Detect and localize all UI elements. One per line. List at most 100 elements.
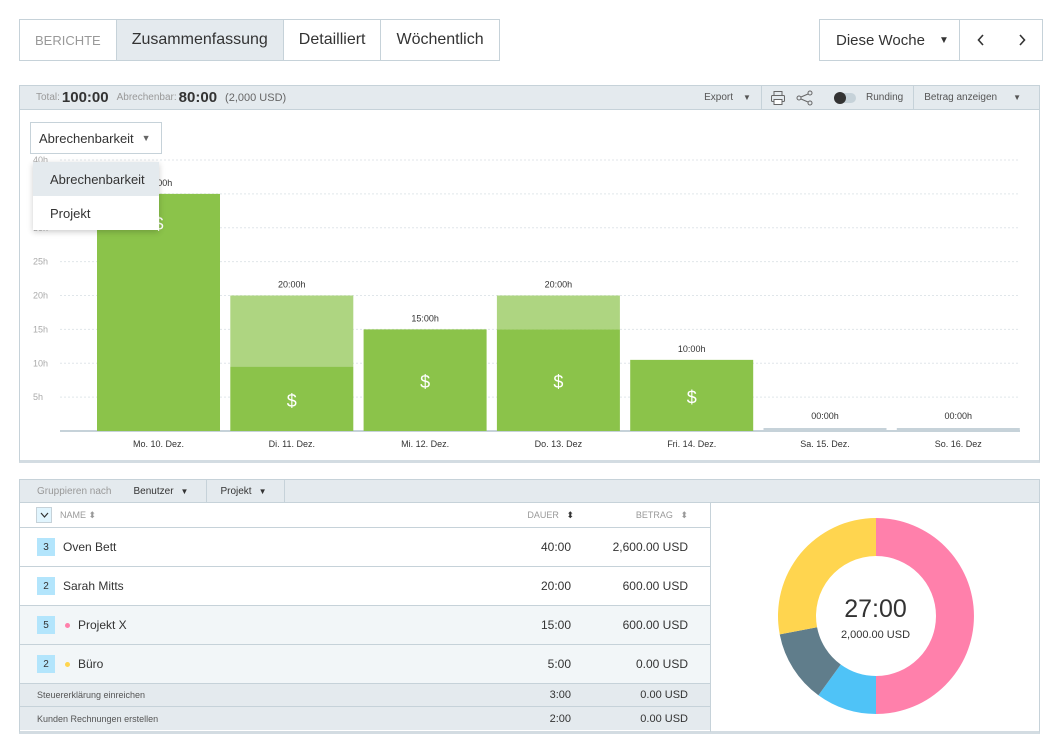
table-subrow[interactable]: Kunden Rechnungen erstellen 2:00 0.00 US… xyxy=(20,707,710,730)
row-count-badge: 5 xyxy=(37,616,55,634)
y-tick-label: 40h xyxy=(33,155,48,165)
table-row[interactable]: 3 Oven Bett 40:00 2,600.00 USD xyxy=(20,528,710,567)
bar-empty xyxy=(896,428,1020,431)
printer-icon xyxy=(770,90,785,105)
billable-amount: (2,000 USD) xyxy=(225,91,287,104)
daily-bar-chart: 5h10h15h20h25h30h35h40h$35:00hMo. 10. De… xyxy=(33,155,1020,449)
menu-item-billability[interactable]: Abrechenbarkeit xyxy=(33,162,159,196)
table-header: NAME ⬍ DAUER ⬍ BETRAG ⬍ xyxy=(20,503,710,528)
groupby-bar: Gruppieren nach Benutzer ▼ Projekt ▼ xyxy=(20,480,1039,503)
dollar-icon: $ xyxy=(687,387,697,407)
groupby-project-label: Projekt xyxy=(220,485,252,497)
expand-all-button[interactable] xyxy=(36,507,52,523)
y-tick-label: 25h xyxy=(33,257,48,267)
table-row[interactable]: 2 Büro 5:00 0.00 USD xyxy=(20,645,710,684)
row-count-badge: 2 xyxy=(37,655,55,673)
table-row[interactable]: 5 Projekt X 15:00 600.00 USD xyxy=(20,606,710,645)
row-name: Projekt X xyxy=(78,618,127,632)
chart-grouping-menu: Abrechenbarkeit Projekt xyxy=(33,162,159,230)
caret-down-icon: ▼ xyxy=(141,133,151,143)
bar-data-label: 10:00h xyxy=(678,344,706,354)
donut-slice xyxy=(778,518,876,635)
donut-slice xyxy=(779,627,841,696)
donut-chart-area: 27:00 2,000.00 USD xyxy=(710,503,1039,732)
tab-weekly[interactable]: Wöchentlich xyxy=(396,31,484,48)
row-name: Sarah Mitts xyxy=(63,579,124,593)
share-button[interactable] xyxy=(792,86,824,109)
toggle-switch[interactable] xyxy=(833,91,856,104)
donut-center-time: 27:00 xyxy=(844,595,907,623)
col-name-header[interactable]: NAME ⬍ xyxy=(60,509,97,520)
tab-detailed[interactable]: Detailliert xyxy=(284,20,382,60)
caret-down-icon: ▼ xyxy=(180,486,189,496)
y-tick-label: 15h xyxy=(33,324,48,334)
bar-data-label: 20:00h xyxy=(278,280,306,290)
donut-center-amount: 2,000.00 USD xyxy=(840,629,911,641)
groupby-user-dropdown[interactable]: Benutzer ▼ xyxy=(134,480,208,502)
bar-billable xyxy=(363,329,487,431)
row-amount: 600.00 USD xyxy=(622,579,688,593)
groupby-label: Gruppieren nach xyxy=(37,485,112,497)
bar-non-billable xyxy=(230,295,354,367)
dollar-icon: $ xyxy=(287,391,297,411)
show-amount-dropdown[interactable]: Betrag anzeigen ▼ xyxy=(913,86,1039,109)
tab-summary[interactable]: Zusammenfassung xyxy=(116,20,284,60)
donut-chart xyxy=(778,518,974,714)
row-duration: 20:00 xyxy=(540,579,571,593)
chart-grouping-dropdown[interactable]: Abrechenbarkeit ▼ xyxy=(30,122,162,154)
row-duration: 15:00 xyxy=(540,618,571,632)
share-icon xyxy=(796,90,813,105)
bar-data-label: 20:00h xyxy=(545,280,573,290)
export-button[interactable]: Export ▼ xyxy=(694,86,761,109)
row-count-badge: 2 xyxy=(37,577,55,595)
col-duration-header[interactable]: DAUER ⬍ xyxy=(527,509,574,520)
print-button[interactable] xyxy=(760,86,792,109)
row-count-badge: 3 xyxy=(37,538,55,556)
summary-table: NAME ⬍ DAUER ⬍ BETRAG ⬍ 3 Oven Bett 40:0… xyxy=(20,503,710,730)
caret-down-icon: ▼ xyxy=(938,34,949,46)
row-amount: 2,600.00 USD xyxy=(612,540,688,554)
x-tick-label: So. 16. Dez xyxy=(935,439,983,449)
subrow-duration: 2:00 xyxy=(549,712,571,725)
summary-table-panel: Gruppieren nach Benutzer ▼ Projekt ▼ NAM… xyxy=(19,479,1040,734)
summary-bar: Total: 100:00 Abrechenbar: 80:00 (2,000 … xyxy=(20,86,1039,110)
show-amount-label: Betrag anzeigen xyxy=(924,92,998,103)
subrow-duration: 3:00 xyxy=(549,689,571,701)
bar-billable xyxy=(496,329,620,431)
table-row[interactable]: 2 Sarah Mitts 20:00 600.00 USD xyxy=(20,567,710,606)
x-tick-label: Sa. 15. Dez. xyxy=(800,439,850,449)
x-tick-label: Mo. 10. Dez. xyxy=(133,439,184,449)
bar-billable xyxy=(630,359,754,431)
donut-slice xyxy=(876,518,974,714)
x-tick-label: Fri. 14. Dez. xyxy=(667,439,716,449)
export-label: Export xyxy=(704,92,734,103)
total-value: 100:00 xyxy=(61,89,109,106)
subrow-amount: 0.00 USD xyxy=(640,712,688,725)
row-name: Oven Bett xyxy=(63,540,117,554)
chevron-left-icon xyxy=(976,34,984,46)
prev-period-button[interactable] xyxy=(960,20,1001,60)
row-amount: 0.00 USD xyxy=(635,657,688,671)
period-dropdown[interactable]: Diese Woche ▼ xyxy=(820,20,960,60)
next-period-button[interactable] xyxy=(1001,20,1042,60)
col-amount-header[interactable]: BETRAG ⬍ xyxy=(635,509,688,520)
caret-down-icon: ▼ xyxy=(743,93,751,102)
donut-slice xyxy=(818,664,876,714)
dollar-icon: $ xyxy=(420,372,430,392)
chart-grouping-label: Abrechenbarkeit xyxy=(39,130,134,146)
sort-icon: ⬍ xyxy=(566,509,574,520)
billable-label: Abrechenbar: xyxy=(116,92,177,103)
caret-down-icon: ▼ xyxy=(258,486,267,496)
period-selector: Diese Woche ▼ xyxy=(819,19,1043,61)
total-label: Total: xyxy=(36,92,60,103)
table-subrow[interactable]: Steuererklärung einreichen 3:00 0.00 USD xyxy=(20,684,710,707)
sort-icon: ⬍ xyxy=(88,509,97,520)
x-tick-label: Do. 13. Dez xyxy=(535,439,583,449)
menu-item-project[interactable]: Projekt xyxy=(50,205,91,221)
project-color-dot xyxy=(65,622,70,628)
groupby-project-dropdown[interactable]: Projekt ▼ xyxy=(207,480,285,502)
groupby-user-label: Benutzer xyxy=(133,485,174,497)
subrow-amount: 0.00 USD xyxy=(640,689,688,701)
rounding-toggle[interactable]: Runding xyxy=(824,86,913,109)
subrow-name: Steuererklärung einreichen xyxy=(37,690,146,700)
